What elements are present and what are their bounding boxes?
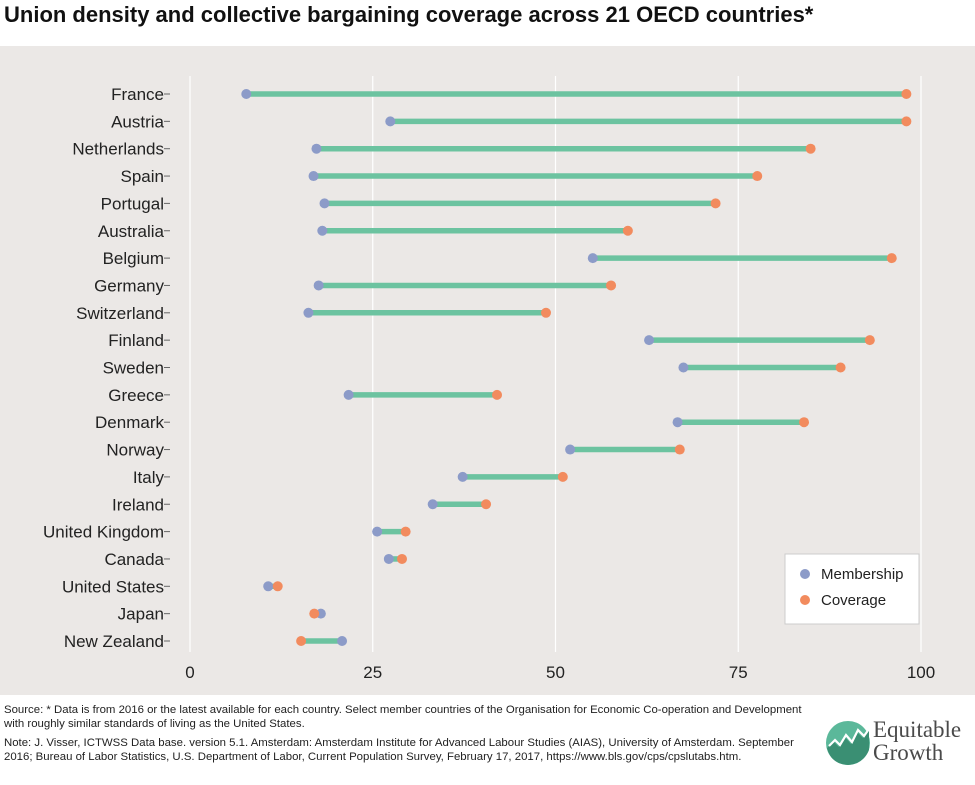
chart-title: Union density and collective bargaining …	[4, 2, 814, 27]
coverage-point	[557, 471, 568, 482]
membership-point	[308, 171, 319, 182]
data-note: Note: J. Visser, ICTWSS Data base. versi…	[4, 737, 794, 763]
category-label: Austria	[111, 112, 164, 131]
coverage-point	[805, 143, 816, 154]
category-label: Ireland	[112, 495, 164, 514]
category-label: Germany	[94, 276, 164, 295]
category-label: United States	[62, 577, 164, 596]
dumbbell-chart: 0 25 50 75 100 France Austria Netherlands Spain P…	[43, 76, 935, 682]
category-label: Belgium	[103, 249, 164, 268]
membership-point	[644, 335, 655, 346]
coverage-point	[864, 335, 875, 346]
coverage-point	[752, 171, 763, 182]
legend-label: Coverage	[821, 592, 886, 609]
logo-line-2: Growth	[873, 740, 944, 765]
category-label: Japan	[118, 605, 164, 624]
membership-point	[319, 198, 330, 209]
coverage-point	[886, 253, 897, 264]
x-tick-label: 25	[363, 663, 382, 682]
membership-point	[427, 499, 438, 510]
membership-point	[343, 389, 354, 400]
category-label: United Kingdom	[43, 523, 164, 542]
category-label: Denmark	[95, 413, 164, 432]
membership-point	[672, 417, 683, 428]
coverage-point	[901, 89, 912, 99]
category-label: Sweden	[103, 359, 164, 378]
source-note: Source: * Data is from 2016 or the lates…	[4, 704, 802, 730]
category-label: Finland	[108, 331, 164, 350]
legend-label: Membership	[821, 566, 904, 583]
coverage-point	[622, 225, 633, 236]
logo-line-1: Equitable	[873, 717, 962, 742]
coverage-point	[540, 307, 551, 318]
membership-point	[263, 581, 274, 592]
category-label: Canada	[104, 550, 164, 569]
x-tick-label: 0	[185, 663, 194, 682]
membership-point	[241, 89, 252, 99]
category-label: Spain	[121, 167, 164, 186]
coverage-point	[492, 389, 503, 400]
coverage-point	[710, 198, 721, 209]
category-label: Portugal	[101, 194, 164, 213]
legend-box	[784, 553, 920, 625]
category-label: Italy	[133, 468, 165, 487]
membership-point	[303, 307, 314, 318]
membership-point	[372, 526, 383, 537]
membership-point	[385, 116, 396, 127]
category-label: Netherlands	[72, 140, 164, 159]
x-tick-label: 75	[729, 663, 748, 682]
category-label: New Zealand	[64, 632, 164, 651]
coverage-point	[481, 499, 492, 510]
coverage-point	[901, 116, 912, 127]
legend-swatch	[800, 569, 810, 579]
category-label: France	[111, 85, 164, 104]
coverage-point	[296, 636, 307, 646]
membership-point	[587, 253, 598, 264]
footer: Source: * Data is from 2016 or the lates…	[4, 704, 804, 770]
membership-point	[337, 636, 348, 646]
logo-text: Equitable Growth	[873, 718, 961, 764]
category-label: Greece	[108, 386, 164, 405]
x-tick-label: 50	[546, 663, 565, 682]
membership-point	[565, 444, 576, 455]
coverage-point	[835, 362, 846, 373]
membership-point	[311, 143, 322, 154]
coverage-point	[674, 444, 685, 455]
membership-point	[383, 553, 394, 564]
category-label: Australia	[98, 222, 165, 241]
coverage-point	[396, 553, 407, 564]
equitable-growth-logo: Equitable Growth	[825, 718, 975, 768]
category-label: Norway	[106, 441, 164, 460]
growth-chart-icon	[826, 721, 870, 765]
membership-point	[317, 225, 328, 236]
membership-point	[457, 471, 468, 482]
x-tick-label: 100	[907, 663, 935, 682]
membership-point	[678, 362, 689, 373]
coverage-point	[272, 581, 283, 592]
category-label: Switzerland	[76, 304, 164, 323]
membership-point	[313, 280, 324, 291]
coverage-point	[400, 526, 411, 537]
coverage-point	[799, 417, 810, 428]
coverage-point	[606, 280, 617, 291]
legend-swatch	[800, 595, 810, 605]
coverage-point	[309, 608, 320, 619]
